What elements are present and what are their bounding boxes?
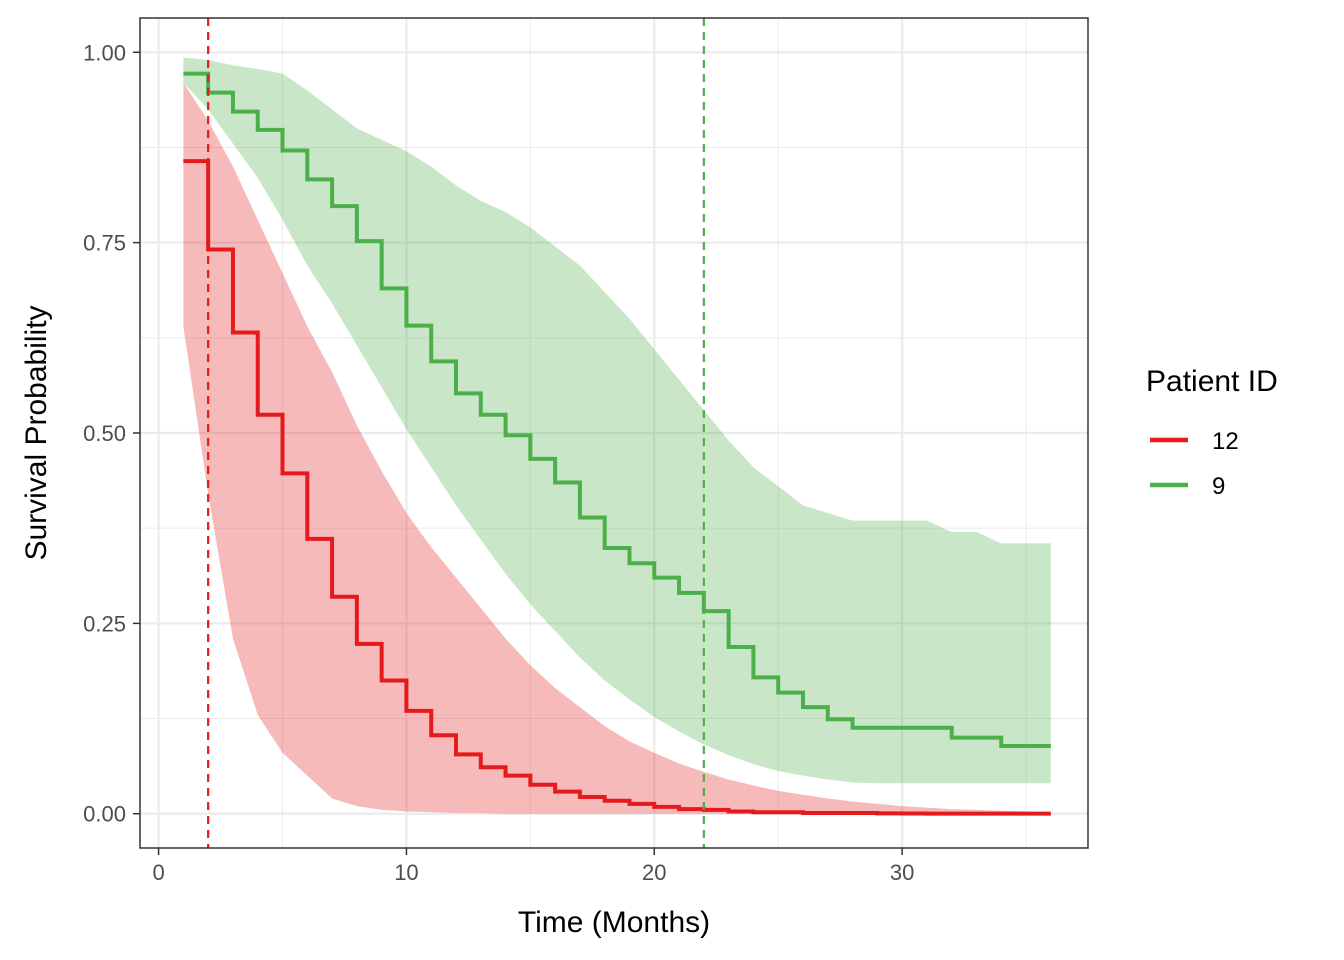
legend-label-9: 9 xyxy=(1212,473,1225,500)
y-tick-label: 0.75 xyxy=(83,231,126,256)
confidence-band-12 xyxy=(183,82,1051,814)
survival-curve-9 xyxy=(183,71,1051,748)
x-tick-label: 0 xyxy=(152,860,164,885)
y-axis-title: Survival Probability xyxy=(20,305,53,560)
legend-label-12: 12 xyxy=(1212,428,1239,455)
x-tick-label: 20 xyxy=(642,860,666,885)
y-tick-label: 0.00 xyxy=(83,802,126,827)
y-tick-label: 0.50 xyxy=(83,421,126,446)
confidence-band-9 xyxy=(183,57,1051,784)
survival-curves xyxy=(183,71,1051,816)
x-tick-label: 30 xyxy=(890,860,914,885)
x-tick-label: 10 xyxy=(394,860,418,885)
y-axis: 0.00 0.25 0.50 0.75 1.00 xyxy=(83,40,140,827)
median-lines xyxy=(207,18,705,848)
confidence-bands xyxy=(183,57,1051,814)
legend: Patient ID 12 9 xyxy=(1146,365,1278,500)
x-axis: 0 10 20 30 xyxy=(152,848,914,885)
y-tick-label: 1.00 xyxy=(83,40,126,65)
legend-title: Patient ID xyxy=(1146,365,1278,398)
survival-curve-12 xyxy=(183,159,1051,816)
x-axis-title: Time (Months) xyxy=(518,906,710,939)
y-tick-label: 0.25 xyxy=(83,611,126,636)
